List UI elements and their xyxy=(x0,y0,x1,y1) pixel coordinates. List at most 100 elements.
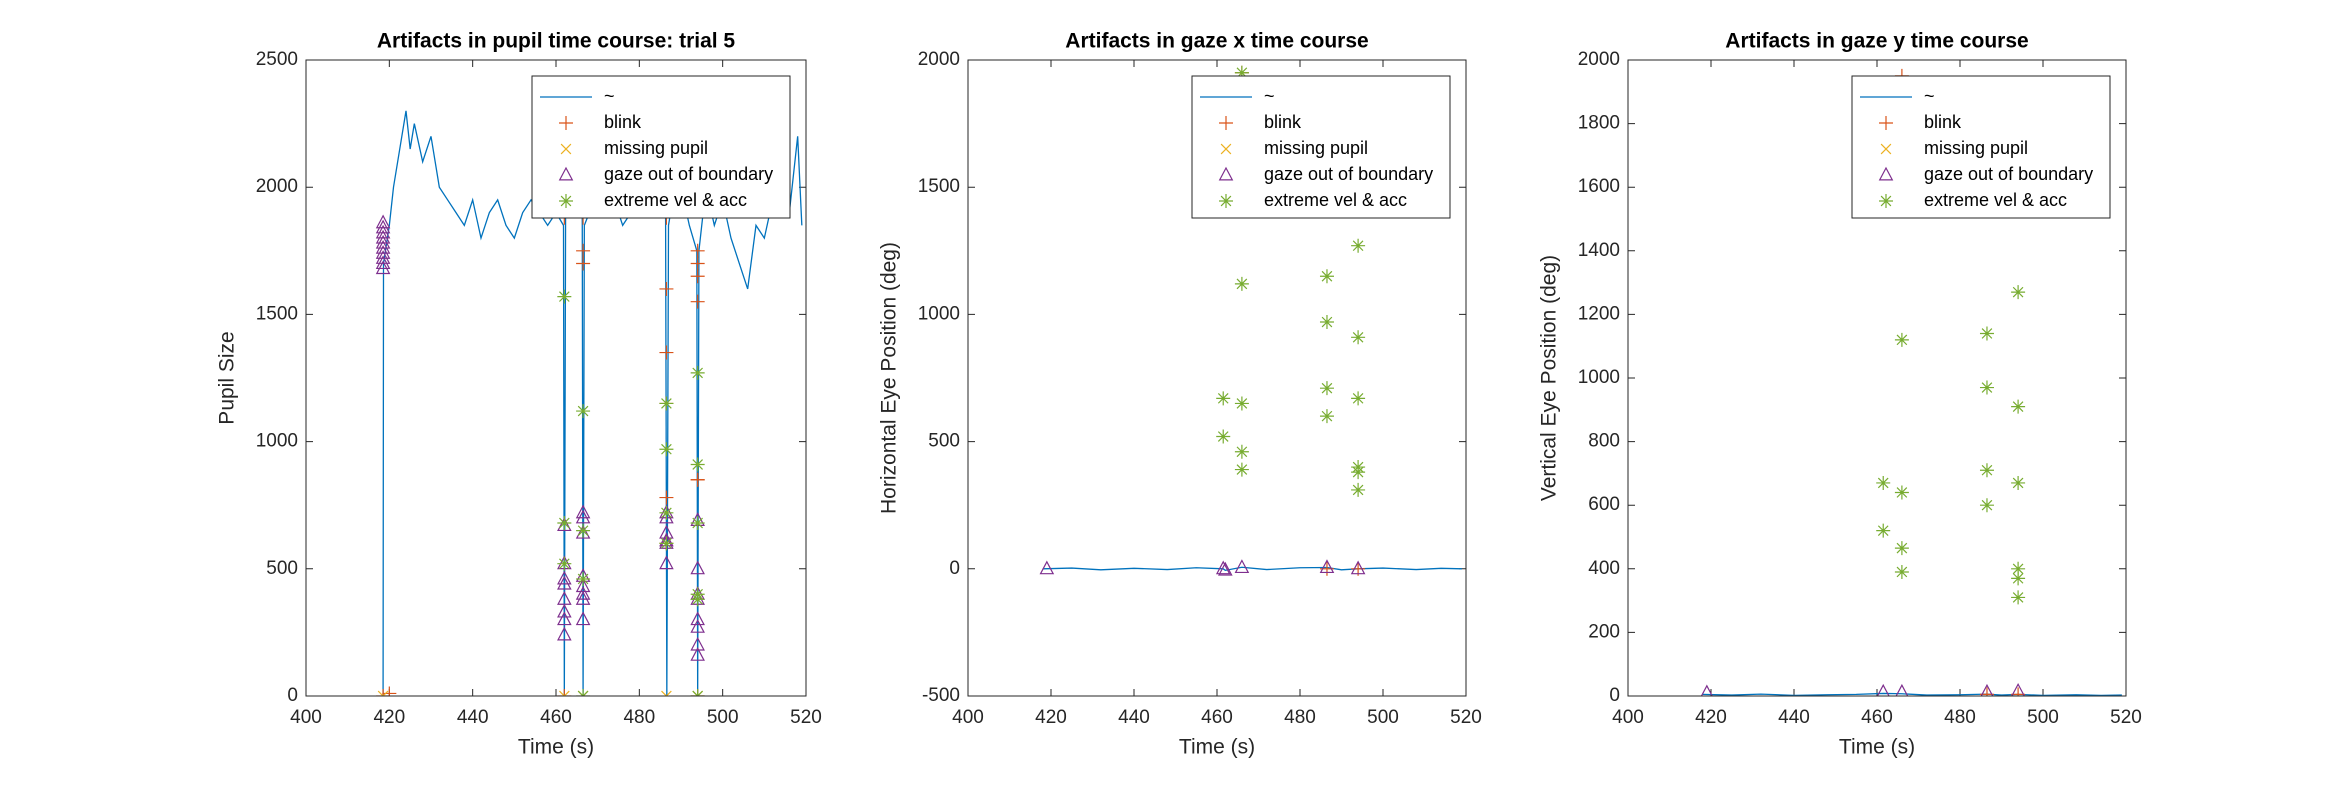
marker xyxy=(1234,276,1249,291)
marker xyxy=(375,214,391,229)
marker xyxy=(2011,475,2026,490)
marker xyxy=(557,556,572,571)
legend-label: gaze out of boundary xyxy=(604,164,773,184)
legend-swatch xyxy=(1219,194,1233,208)
marker xyxy=(1319,409,1334,424)
marker xyxy=(1979,463,1994,478)
legend-swatch xyxy=(1878,166,1894,181)
marker xyxy=(1876,475,1891,490)
marker xyxy=(1216,429,1231,444)
x-tick-label: 420 xyxy=(1695,707,1727,728)
x-tick-label: 440 xyxy=(1778,707,1810,728)
marker xyxy=(2011,561,2026,576)
y-tick-label: 400 xyxy=(1588,558,1620,579)
marker xyxy=(375,224,391,239)
marker xyxy=(690,636,705,651)
marker xyxy=(1876,523,1891,538)
marker xyxy=(375,219,391,234)
marker xyxy=(1979,498,1994,513)
title: Artifacts in gaze x time course xyxy=(1065,30,1368,53)
marker xyxy=(659,396,674,411)
legend-label: gaze out of boundary xyxy=(1924,164,2093,184)
legend-label: missing pupil xyxy=(1924,138,2028,158)
legend: ~ blink missing pupil gaze out of boundary e… xyxy=(1191,75,1451,219)
y-tick-label: 0 xyxy=(1609,685,1620,706)
marker xyxy=(690,457,705,472)
legend-swatch xyxy=(1219,116,1233,130)
legend-swatch xyxy=(558,166,574,181)
marker xyxy=(659,536,674,551)
y-tick-label: 1500 xyxy=(256,303,298,324)
y-tick-label: 500 xyxy=(928,431,960,452)
series-line xyxy=(1702,692,2122,696)
marker xyxy=(1234,462,1249,477)
marker xyxy=(1234,444,1249,459)
marker xyxy=(659,509,674,524)
marker xyxy=(1979,326,1994,341)
y-axis-label: Vertical Eye Position (deg) xyxy=(1538,255,1561,501)
y-tick-label: 1000 xyxy=(918,303,960,324)
marker xyxy=(375,260,391,275)
legend-label: gaze out of boundary xyxy=(1264,164,1433,184)
marker xyxy=(1894,332,1909,347)
marker xyxy=(1894,541,1909,556)
marker xyxy=(576,256,591,271)
y-tick-label: 500 xyxy=(266,558,298,579)
axes: 400 420 440 460 480 500 520 -500 0 500 1000 1500 200… xyxy=(878,30,1482,759)
marker xyxy=(375,234,391,249)
marker xyxy=(659,490,674,505)
marker xyxy=(1234,559,1250,574)
y-tick-label: 2000 xyxy=(256,176,298,197)
x-tick-label: 460 xyxy=(540,707,572,728)
x-tick-label: 520 xyxy=(1450,707,1482,728)
legend-box xyxy=(531,75,791,219)
y-tick-label: 1600 xyxy=(1578,176,1620,197)
marker xyxy=(1319,559,1335,574)
x-tick-label: 460 xyxy=(1861,707,1893,728)
marker xyxy=(557,689,572,696)
marker xyxy=(659,555,674,570)
marker xyxy=(559,690,570,696)
y-tick-label: 2000 xyxy=(1578,49,1620,70)
y-tick-label: 1500 xyxy=(918,176,960,197)
marker xyxy=(1351,482,1366,497)
marker xyxy=(1351,391,1366,406)
marker xyxy=(576,404,591,419)
marker xyxy=(659,281,674,296)
legend-swatch xyxy=(560,143,572,155)
marker xyxy=(2011,682,2026,696)
marker xyxy=(1234,396,1249,411)
marker xyxy=(690,516,705,531)
marker xyxy=(557,289,572,304)
marker xyxy=(2011,571,2026,586)
y-tick-label: 800 xyxy=(1588,431,1620,452)
marker xyxy=(690,647,705,661)
y-tick-label: 1000 xyxy=(1578,367,1620,388)
legend-swatch xyxy=(1879,194,1893,208)
x-tick-label: 500 xyxy=(2027,707,2059,728)
x-tick-label: 480 xyxy=(1284,707,1316,728)
x-axis-label: Time (s) xyxy=(1179,736,1255,759)
marker xyxy=(1350,560,1366,575)
y-tick-label: 0 xyxy=(287,685,298,706)
axes-box xyxy=(305,59,807,697)
legend-label: extreme vel & acc xyxy=(1264,190,1407,210)
legend: ~ blink missing pupil gaze out of boundary e… xyxy=(531,75,791,219)
marker xyxy=(1319,269,1334,284)
marker xyxy=(1980,683,1994,696)
marker xyxy=(575,509,591,524)
marker xyxy=(1895,683,1909,696)
marker xyxy=(1216,391,1231,406)
marker xyxy=(1218,561,1233,576)
marker xyxy=(659,345,674,360)
marker xyxy=(557,611,572,626)
marker xyxy=(557,570,572,585)
legend-swatch xyxy=(559,116,573,130)
marker xyxy=(659,505,674,520)
y-tick-label: -500 xyxy=(922,685,960,706)
marker xyxy=(575,591,591,605)
marker xyxy=(576,571,591,586)
legend-label: ~ xyxy=(1924,86,1935,106)
marker xyxy=(690,294,705,309)
marker xyxy=(375,250,391,264)
